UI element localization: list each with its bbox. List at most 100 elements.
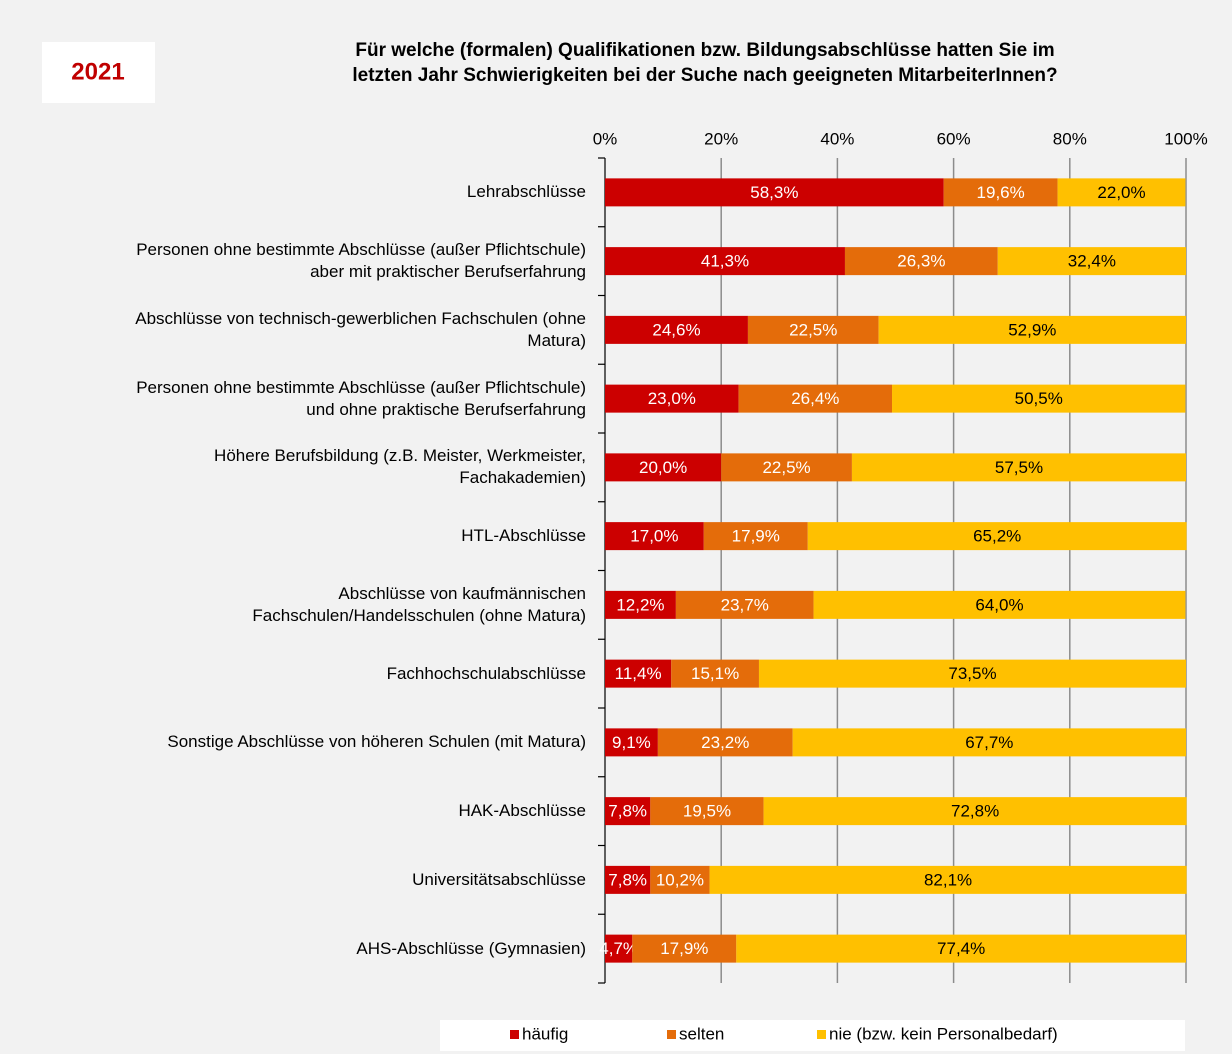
legend-label: häufig — [522, 1024, 568, 1043]
value-label: 65,2% — [973, 527, 1021, 546]
category-label: HTL-Abschlüsse — [461, 526, 586, 546]
value-label: 22,5% — [762, 458, 810, 477]
value-label: 19,6% — [977, 183, 1025, 202]
legend-label: nie (bzw. kein Personalbedarf) — [829, 1024, 1058, 1043]
value-label: 32,4% — [1068, 252, 1116, 271]
badge: 2021 — [71, 58, 124, 85]
value-label: 22,0% — [1097, 183, 1145, 202]
value-label: 17,9% — [660, 939, 708, 958]
bar-segment — [747, 315, 879, 344]
bar-segment — [605, 728, 658, 757]
value-label: 17,9% — [732, 527, 780, 546]
legend-swatch — [667, 1030, 676, 1039]
bar-segment — [807, 522, 1187, 551]
value-label: 41,3% — [701, 252, 749, 271]
value-label: 7,8% — [608, 802, 647, 821]
category-label: Lehrabschlüsse — [466, 182, 586, 202]
value-label: 67,7% — [965, 733, 1013, 752]
bar-segment — [605, 934, 633, 963]
bar-segment — [671, 659, 759, 688]
bar-segment — [943, 178, 1058, 207]
bar-segment — [703, 522, 808, 551]
bar-segment — [605, 315, 748, 344]
value-label: 15,1% — [691, 664, 739, 683]
value-label: 57,5% — [995, 458, 1043, 477]
bar-segment — [736, 934, 1186, 963]
value-label: 24,6% — [652, 320, 700, 339]
x-tick-label: 60% — [937, 129, 971, 148]
category-label: AHS-Abschlüsse (Gymnasien) — [356, 938, 586, 958]
bar-segment — [763, 797, 1187, 826]
value-label: 9,1% — [612, 733, 651, 752]
bar-segment — [650, 797, 764, 826]
bar-segment — [605, 178, 944, 207]
value-label: 26,3% — [897, 252, 945, 271]
x-tick-label: 100% — [1164, 129, 1207, 148]
bar-segment — [709, 865, 1187, 894]
value-label: 26,4% — [791, 389, 839, 408]
value-label: 4,7% — [599, 939, 638, 958]
category-label: Sonstige Abschlüsse von höheren Schulen … — [167, 732, 586, 752]
bar-segment — [632, 934, 737, 963]
bar-segment — [605, 590, 676, 619]
bar-segment — [605, 247, 845, 276]
value-label: 73,5% — [948, 664, 996, 683]
category-label: Personen ohne bestimmte Abschlüsse (auße… — [136, 240, 586, 282]
bar-segment — [650, 865, 710, 894]
value-label: 23,7% — [721, 595, 769, 614]
value-label: 11,4% — [615, 664, 662, 683]
category-label: Fachhochschulabschlüsse — [386, 663, 586, 683]
legend-box — [440, 1020, 1185, 1051]
category-label: Personen ohne bestimmte Abschlüsse (auße… — [136, 377, 586, 419]
legend-swatch — [817, 1030, 826, 1039]
value-label: 64,0% — [975, 595, 1023, 614]
bar-segment — [605, 384, 739, 413]
category-label: HAK-Abschlüsse — [458, 801, 586, 821]
value-label: 22,5% — [789, 320, 837, 339]
bar-segment — [605, 522, 704, 551]
bar-segment — [1057, 178, 1186, 207]
x-tick-label: 0% — [593, 129, 618, 148]
x-tick-label: 80% — [1053, 129, 1087, 148]
bar-segment — [721, 453, 852, 482]
category-label: Höhere Berufsbildung (z.B. Meister, Werk… — [214, 446, 586, 488]
bar-segment — [851, 453, 1186, 482]
value-label: 12,2% — [616, 595, 664, 614]
x-tick-label: 20% — [704, 129, 738, 148]
value-label: 17,0% — [630, 527, 678, 546]
bar-segment — [605, 453, 722, 482]
chart-title: Für welche (formalen) Qualifikationen bz… — [352, 40, 1058, 86]
bar-segment — [738, 384, 893, 413]
value-label: 20,0% — [639, 458, 687, 477]
bar-segment — [792, 728, 1186, 757]
value-label: 58,3% — [750, 183, 798, 202]
bar-segment — [675, 590, 814, 619]
legend-label: selten — [679, 1024, 724, 1043]
bar-segment — [997, 247, 1186, 276]
badge-box — [42, 42, 155, 103]
value-label: 72,8% — [951, 802, 999, 821]
value-label: 7,8% — [608, 870, 647, 889]
value-label: 82,1% — [924, 870, 972, 889]
category-label: Universitätsabschlüsse — [412, 869, 586, 889]
bar-segment — [892, 384, 1186, 413]
bar-segment — [844, 247, 998, 276]
value-label: 10,2% — [656, 870, 704, 889]
value-label: 19,5% — [683, 802, 731, 821]
bar-segment — [605, 797, 651, 826]
bar-segment — [657, 728, 793, 757]
x-tick-label: 40% — [820, 129, 854, 148]
value-label: 23,0% — [648, 389, 696, 408]
bar-segment — [758, 659, 1186, 688]
category-label: Abschlüsse von technisch-gewerblichen Fa… — [135, 308, 586, 350]
value-label: 50,5% — [1015, 389, 1063, 408]
category-label: Abschlüsse von kaufmännischen Fachschule… — [252, 583, 586, 625]
bar-segment — [878, 315, 1186, 344]
value-label: 77,4% — [937, 939, 985, 958]
legend-swatch — [510, 1030, 519, 1039]
bar-segment — [605, 865, 651, 894]
value-label: 52,9% — [1008, 320, 1056, 339]
bar-segment — [813, 590, 1186, 619]
